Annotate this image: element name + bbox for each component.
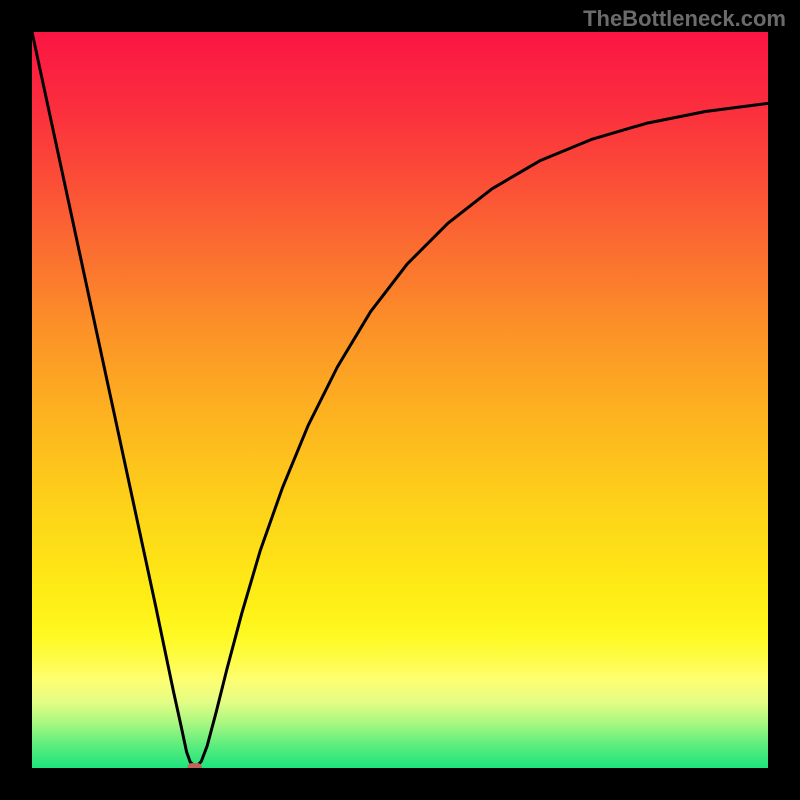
bottleneck-chart: TheBottleneck.com (0, 0, 800, 800)
watermark-text: TheBottleneck.com (583, 6, 786, 32)
chart-svg (0, 0, 800, 800)
chart-background (32, 32, 768, 768)
